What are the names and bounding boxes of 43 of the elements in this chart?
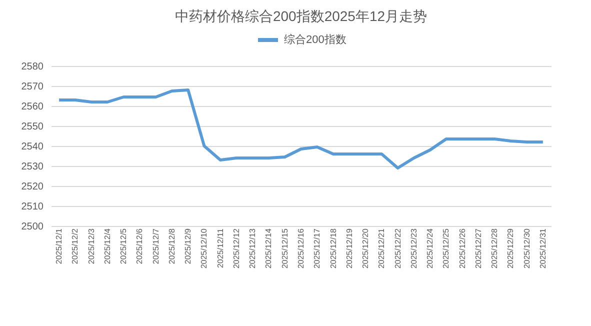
x-tick-label: 2025/12/25 (442, 228, 451, 269)
legend-label: 综合200指数 (284, 33, 346, 46)
x-tick-label: 2025/12/15 (280, 228, 290, 269)
x-tick-label: 2025/12/21 (377, 228, 386, 269)
x-tick-label: 2025/12/7 (151, 228, 160, 264)
x-tick-label: 2025/12/12 (232, 228, 241, 269)
x-tick-label: 2025/12/5 (119, 228, 128, 264)
x-tick-label: 2025/12/1 (54, 228, 64, 264)
x-tick-label: 2025/12/20 (361, 228, 370, 269)
x-tick-label: 2025/12/10 (200, 228, 209, 269)
x-tick-label: 2025/12/14 (264, 228, 274, 269)
y-tick-label: 2500 (21, 222, 44, 232)
x-tick-label: 2025/12/2 (70, 228, 80, 264)
y-tick-label: 2540 (21, 142, 44, 152)
x-tick-label: 2025/12/3 (86, 228, 96, 264)
y-tick-label: 2570 (21, 82, 44, 92)
x-tick-label: 2025/12/29 (506, 228, 516, 269)
chart-title: 中药材价格综合200指数2025年12月走势 (174, 8, 428, 24)
x-tick-label: 2025/12/9 (184, 228, 193, 264)
x-tick-label: 2025/12/13 (248, 228, 258, 269)
y-tick-label: 2530 (21, 162, 44, 172)
y-tick-label: 2550 (21, 122, 44, 132)
x-tick-label: 2025/12/18 (328, 228, 338, 269)
y-tick-label: 2560 (21, 102, 44, 112)
x-tick-label: 2025/12/17 (312, 228, 322, 269)
x-tick-label: 2025/12/4 (102, 228, 112, 264)
x-tick-label: 2025/12/22 (393, 228, 402, 269)
x-tick-label: 2025/12/23 (409, 228, 418, 269)
x-tick-label: 2025/12/27 (474, 228, 483, 269)
x-tick-label: 2025/12/6 (135, 228, 144, 264)
x-tick-label: 2025/12/16 (296, 228, 306, 269)
line-series (58, 88, 544, 170)
y-tick-label: 2510 (21, 202, 44, 212)
x-tick-label: 2025/12/31 (538, 228, 548, 269)
y-tick-label: 2520 (21, 182, 44, 192)
x-tick-label: 2025/12/19 (344, 228, 354, 269)
x-tick-label: 2025/12/24 (426, 228, 435, 269)
y-tick-label: 2580 (21, 62, 44, 72)
x-tick-label: 2025/12/8 (167, 228, 176, 264)
x-tick-label: 2025/12/30 (522, 228, 532, 269)
x-tick-label: 2025/12/11 (216, 228, 225, 268)
x-tick-label: 2025/12/28 (490, 228, 500, 269)
x-tick-label: 2025/12/26 (458, 228, 467, 269)
